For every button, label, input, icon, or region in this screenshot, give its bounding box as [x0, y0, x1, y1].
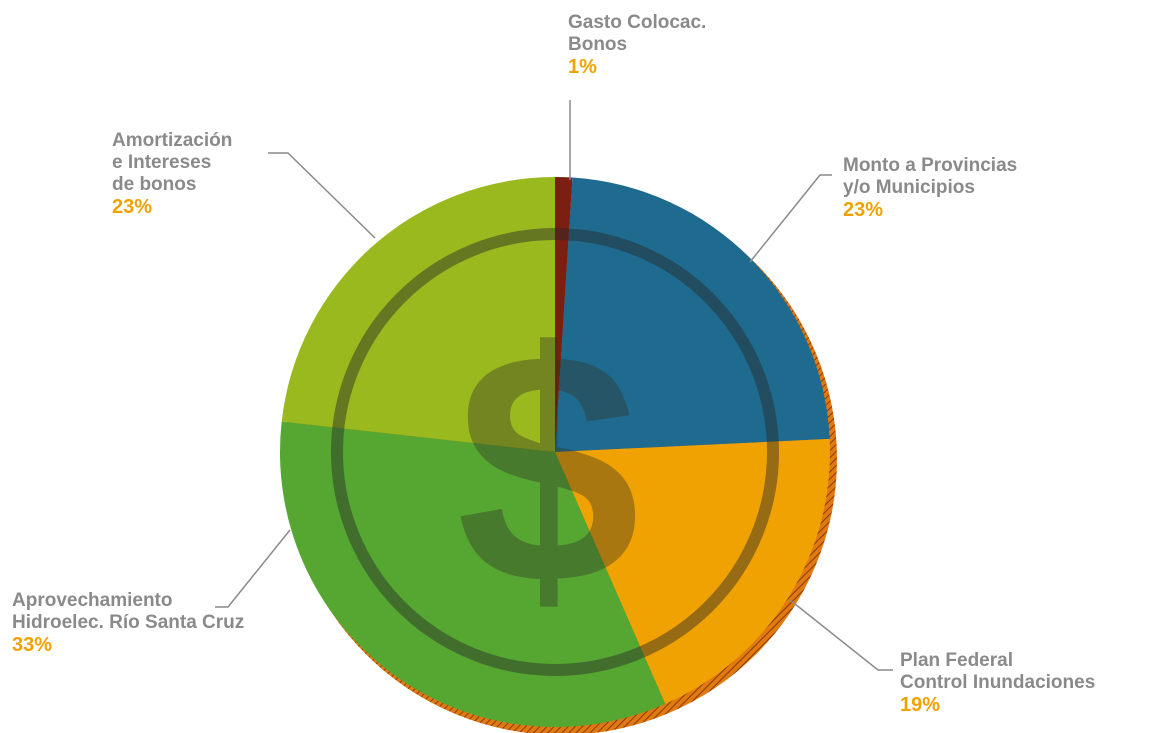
value-label: 23% [843, 199, 1017, 221]
leader-line [790, 600, 893, 670]
value-label: 19% [900, 694, 1095, 716]
value-label: 1% [568, 56, 706, 78]
category-label: Monto a Provincias y/o Municipios [843, 155, 1017, 199]
value-label: 23% [112, 196, 232, 218]
leader-line [750, 175, 832, 262]
slice-label: Aprovechamiento Hidroelec. Río Santa Cru… [12, 590, 244, 656]
category-label: Aprovechamiento Hidroelec. Río Santa Cru… [12, 590, 244, 634]
category-label: Plan Federal Control Inundaciones [900, 650, 1095, 694]
chart: $ Gasto Colocac. Bonos1% Monto a Provinci… [0, 0, 1158, 733]
value-label: 33% [12, 634, 244, 656]
category-label: Gasto Colocac. Bonos [568, 12, 706, 56]
leader-line [268, 153, 375, 238]
category-label: Amortización e Intereses de bonos [112, 130, 232, 196]
center-symbol: $ [456, 283, 640, 652]
